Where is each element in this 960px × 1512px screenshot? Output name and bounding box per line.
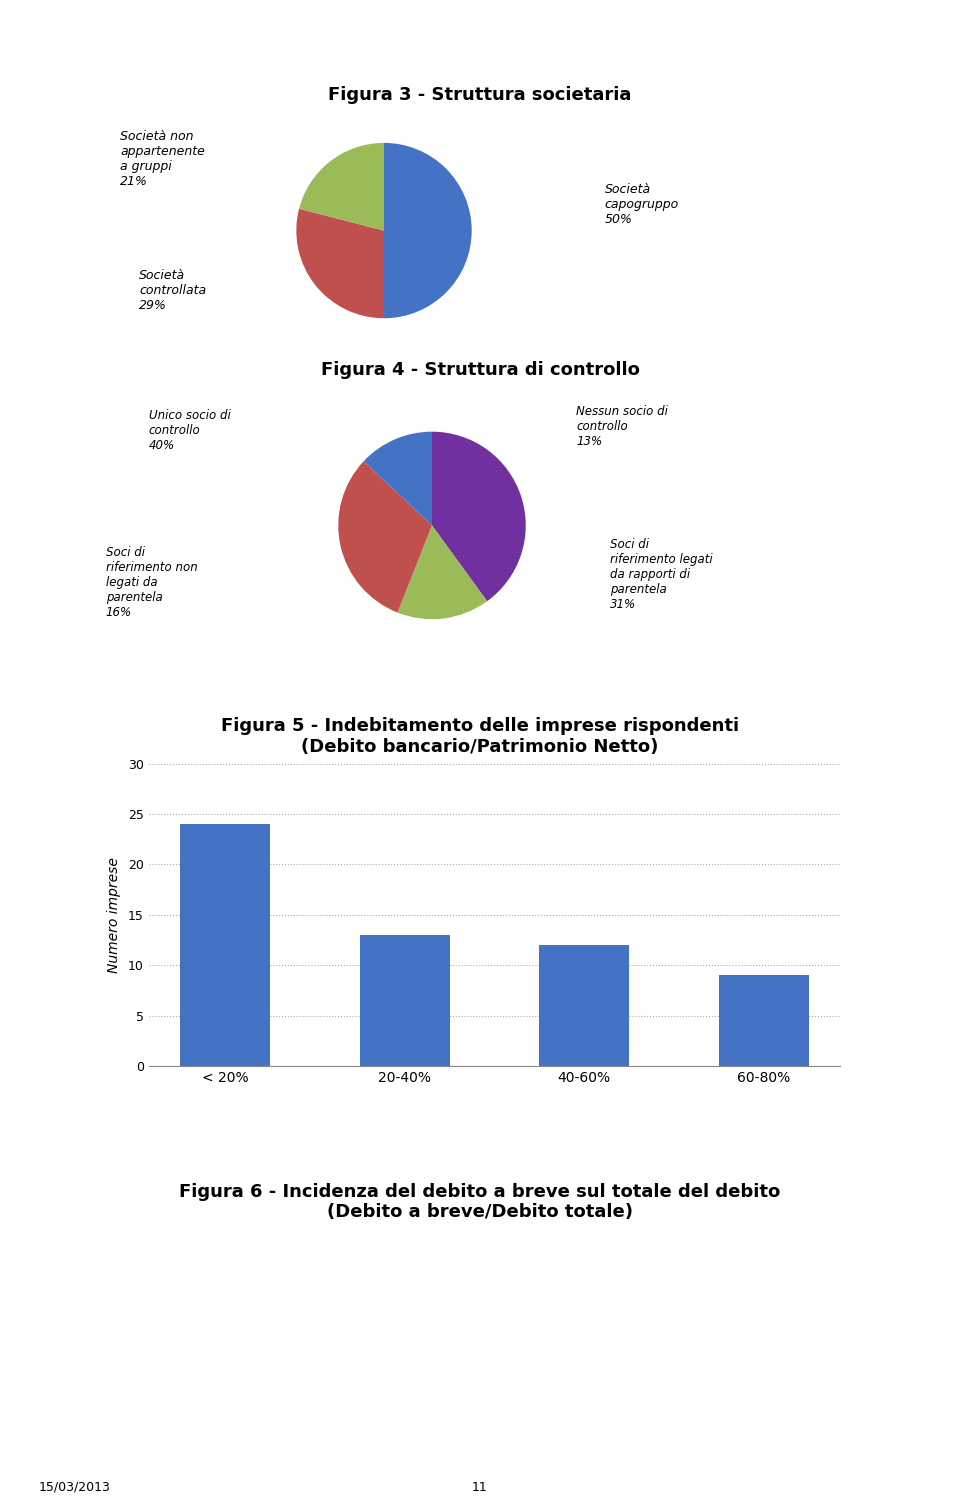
Text: Soci di
riferimento legati
da rapporti di
parentela
31%: Soci di riferimento legati da rapporti d… (610, 538, 712, 611)
Wedge shape (397, 526, 487, 618)
Bar (180, 824, 270, 1066)
Wedge shape (384, 144, 471, 318)
Text: Figura 5 - Indebitamento delle imprese rispondenti
(Debito bancario/Patrimonio N: Figura 5 - Indebitamento delle imprese r… (221, 717, 739, 756)
Wedge shape (297, 209, 384, 318)
Text: Unico socio di
controllo
40%: Unico socio di controllo 40% (149, 410, 230, 452)
Text: 15/03/2013: 15/03/2013 (38, 1480, 110, 1494)
Wedge shape (300, 144, 384, 230)
Bar (360, 934, 449, 1066)
Y-axis label: Numero imprese: Numero imprese (108, 857, 121, 972)
Text: Società
controllata
29%: Società controllata 29% (139, 269, 206, 311)
Text: Società
capogruppo
50%: Società capogruppo 50% (605, 183, 679, 225)
Text: Società non
appartenente
a gruppi
21%: Società non appartenente a gruppi 21% (120, 130, 204, 187)
Text: Nessun socio di
controllo
13%: Nessun socio di controllo 13% (576, 405, 668, 448)
Bar (540, 945, 629, 1066)
Text: Soci di
riferimento non
legati da
parentela
16%: Soci di riferimento non legati da parent… (106, 546, 198, 618)
Text: 11: 11 (472, 1480, 488, 1494)
Bar (719, 975, 808, 1066)
Text: Figura 4 - Struttura di controllo: Figura 4 - Struttura di controllo (321, 361, 639, 380)
Wedge shape (364, 432, 432, 526)
Text: Figura 6 - Incidenza del debito a breve sul totale del debito
(Debito a breve/De: Figura 6 - Incidenza del debito a breve … (180, 1182, 780, 1222)
Wedge shape (432, 432, 526, 602)
Text: Figura 3 - Struttura societaria: Figura 3 - Struttura societaria (328, 86, 632, 104)
Wedge shape (338, 461, 432, 612)
